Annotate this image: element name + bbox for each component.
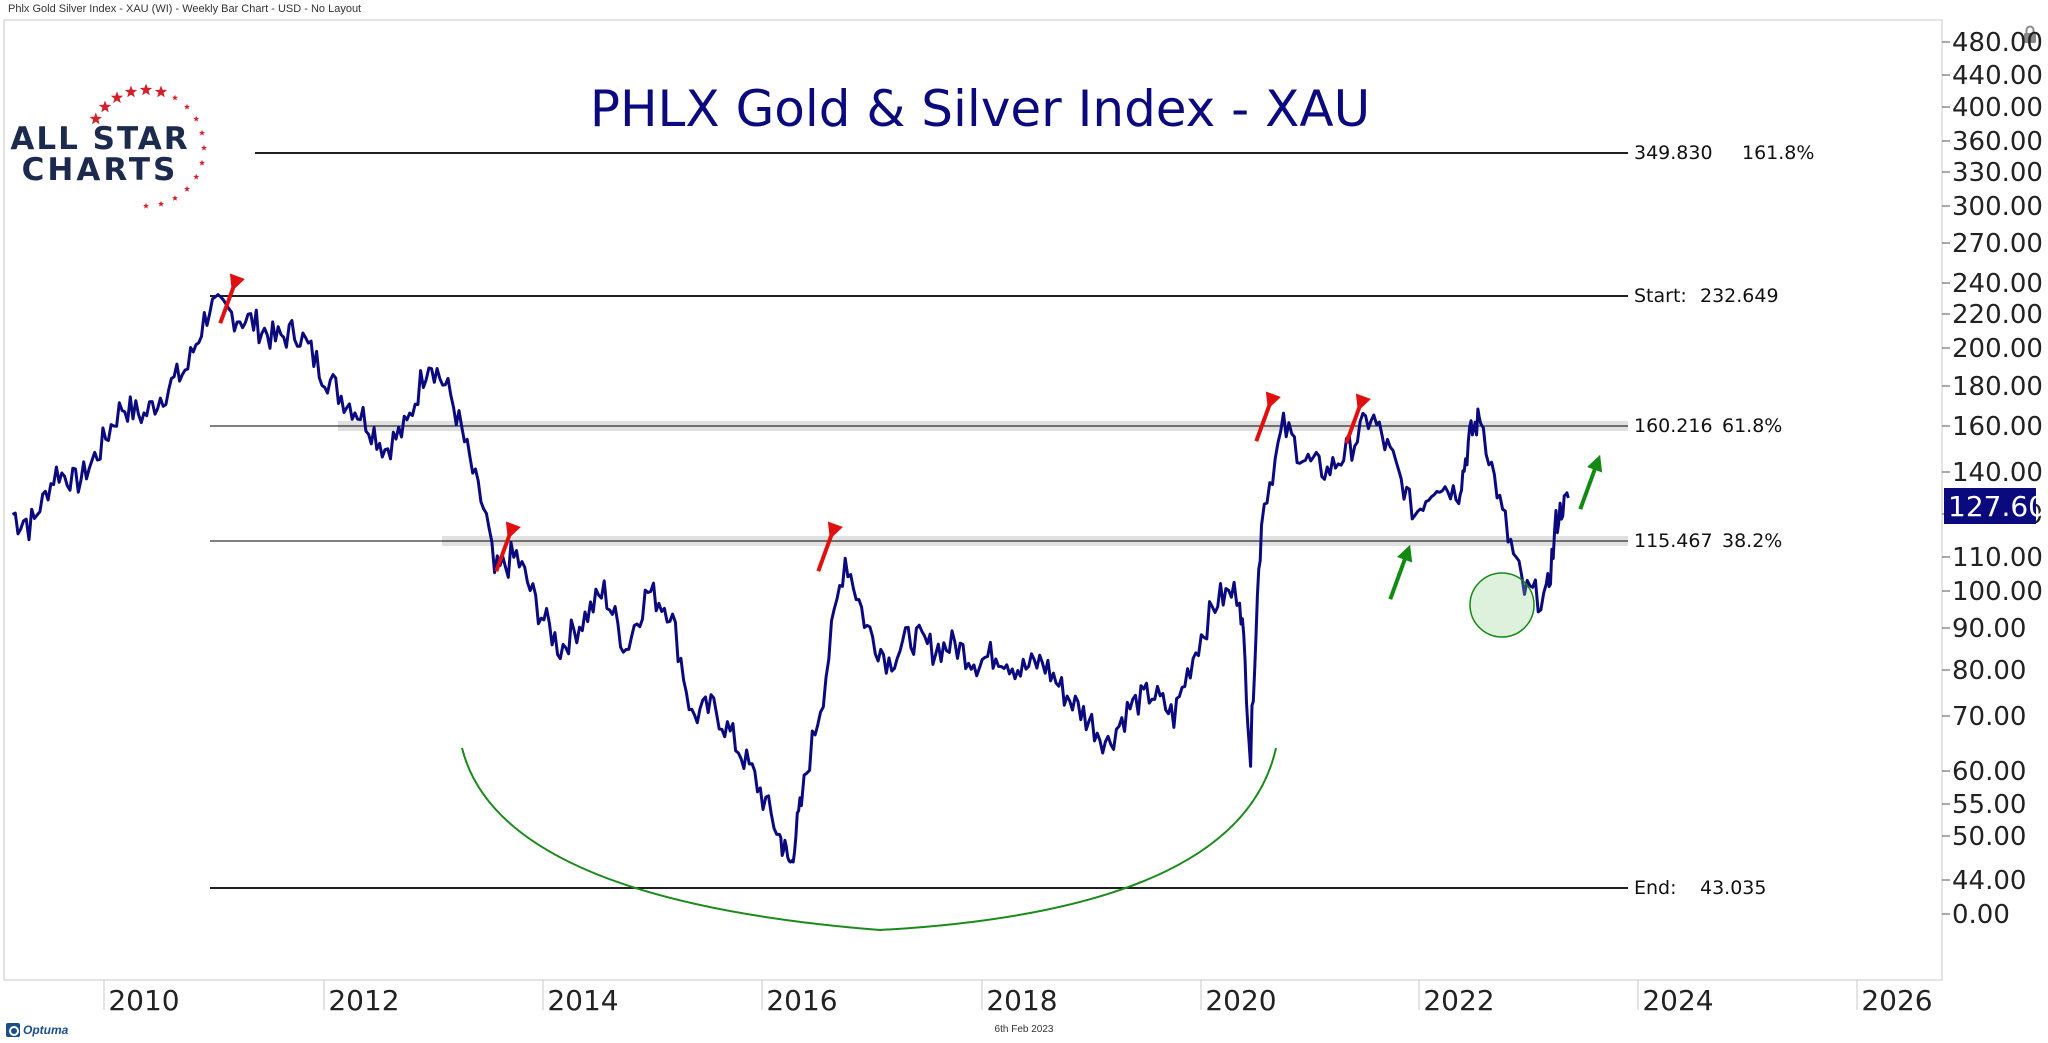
y-tick-label: 160.00 [1952, 412, 2043, 442]
level-label-115: 115.467 [1634, 530, 1713, 552]
y-tick-label: 0.00 [1952, 900, 2010, 930]
level-label-start: Start: [1634, 285, 1687, 307]
rounding-bottom-arc [461, 747, 1277, 932]
chart-footer-bar [0, 1018, 2048, 1043]
y-tick-label: 140.00 [1952, 458, 2043, 488]
footer-date: 6th Feb 2023 [994, 1024, 1054, 1035]
logo-line1: ALL STAR [10, 121, 189, 157]
level-label-349: 349.830 [1634, 142, 1713, 164]
logo-star [184, 185, 191, 192]
logo-line2: CHARTS [22, 152, 179, 188]
level-value-end: 43.035 [1700, 877, 1766, 899]
y-tick-label: 200.00 [1952, 334, 2043, 364]
all-star-charts-logo: ALL STAR CHARTS [10, 83, 207, 209]
y-tick-label: 110.00 [1952, 543, 2043, 573]
logo-star [193, 115, 200, 122]
price-series-line [11, 293, 1570, 864]
red-arrow-2011 [218, 273, 245, 324]
level-label-160: 160.216 [1634, 415, 1713, 437]
y-tick-label: 220.00 [1952, 300, 2043, 330]
y-tick-label: 270.00 [1952, 229, 2043, 259]
x-tick-label: 2012 [328, 984, 399, 1017]
optuma-label: Optuma [23, 1023, 69, 1037]
red-arrow-2013 [494, 521, 521, 572]
logo-star [89, 112, 102, 125]
y-tick-label: 55.00 [1952, 790, 2026, 820]
logo-star [184, 103, 191, 110]
logo-star [158, 200, 165, 207]
red-arrow-2020 [1254, 391, 1281, 442]
y-tick-label: 60.00 [1952, 757, 2026, 787]
logo-star [110, 91, 124, 103]
y-tick-label: 440.00 [1952, 61, 2043, 91]
logo-star-ring [89, 83, 207, 209]
lock-icon[interactable] [2022, 24, 2038, 44]
x-tick-label: 2016 [766, 984, 837, 1017]
x-axis: 2010 2012 2014 2016 2018 2020 2022 2024 2026 [103, 980, 1933, 1017]
y-tick-label: 480.00 [1952, 28, 2043, 58]
logo-star [172, 195, 178, 201]
red-arrow-2016 [816, 521, 843, 572]
y-tick-label: 70.00 [1952, 702, 2026, 732]
logo-star [201, 144, 207, 151]
level-pct-38: 38.2% [1722, 530, 1782, 552]
level-value-start: 232.649 [1700, 285, 1779, 307]
optuma-icon [6, 1023, 20, 1037]
x-tick-label: 2018 [986, 984, 1057, 1017]
logo-star [98, 100, 112, 113]
logo-star [139, 83, 153, 96]
y-tick-label: 300.00 [1952, 192, 2043, 222]
last-price-value: 127.60 [1948, 490, 2046, 523]
y-tick-label: 100.00 [1952, 577, 2043, 607]
chart-header-text: Phlx Gold Silver Index - XAU (WI) - Week… [8, 3, 362, 15]
logo-star [143, 202, 149, 209]
y-tick-label: 400.00 [1952, 93, 2043, 123]
logo-star [154, 85, 168, 98]
logo-star [193, 173, 200, 180]
level-label-end: End: [1634, 877, 1677, 899]
x-tick-label: 2010 [108, 984, 179, 1017]
logo-star [172, 94, 178, 101]
green-arrows [1388, 454, 1603, 600]
y-tick-label: 80.00 [1952, 656, 2026, 686]
x-tick-label: 2020 [1205, 984, 1276, 1017]
x-tick-label: 2022 [1423, 984, 1494, 1017]
x-tick-label: 2024 [1642, 984, 1713, 1017]
y-tick-label: 240.00 [1952, 269, 2043, 299]
y-tick-label: 180.00 [1952, 372, 2043, 402]
chart-header-bar: Phlx Gold Silver Index - XAU (WI) - Week… [0, 0, 2048, 20]
logo-star [199, 159, 206, 166]
last-price-badge [1944, 488, 2036, 524]
green-arrow-2021 [1388, 544, 1413, 600]
optuma-brand: Optuma [6, 1022, 68, 1038]
y-tick-label: 44.00 [1952, 866, 2026, 896]
y-tick-label: 330.00 [1952, 158, 2043, 188]
logo-star [199, 129, 206, 136]
green-arrow-2023 [1578, 454, 1603, 510]
x-tick-label: 2026 [1861, 984, 1932, 1017]
level-pct-161: 161.8% [1742, 142, 1814, 164]
red-arrow-2021 [1344, 393, 1371, 444]
chart-title: PHLX Gold & Silver Index - XAU [590, 80, 1370, 138]
y-tick-label: 50.00 [1952, 822, 2026, 852]
level-pct-61: 61.8% [1722, 415, 1782, 437]
logo-star [124, 85, 138, 98]
plot-frame [3, 19, 1943, 981]
breakout-circle [1469, 572, 1535, 638]
red-arrows [218, 273, 1371, 572]
y-tick-label: 360.00 [1952, 127, 2043, 157]
y-tick-label: 90.00 [1952, 614, 2026, 644]
x-tick-label: 2014 [547, 984, 618, 1017]
